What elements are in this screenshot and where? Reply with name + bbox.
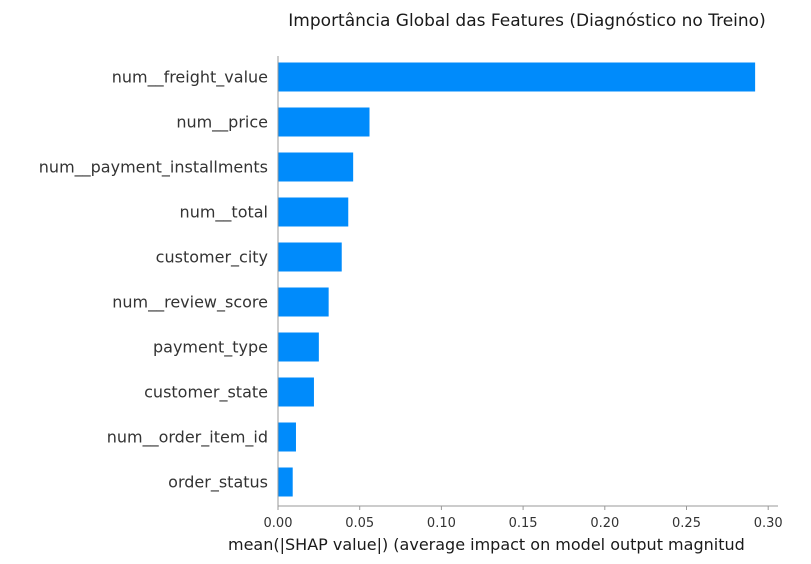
x-tick-label: 0.15 — [509, 516, 538, 531]
bar-num-review-score — [278, 287, 329, 317]
category-label: num__payment_installments — [39, 158, 268, 178]
category-label: order_status — [168, 473, 268, 493]
category-label: num__freight_value — [112, 68, 268, 88]
bar-num-total — [278, 197, 349, 227]
category-label: num__total — [180, 203, 268, 223]
bar-customer-state — [278, 377, 314, 407]
x-ticks: 0.00 0.05 0.10 0.15 0.20 0.25 0.30 — [264, 506, 783, 531]
bar-customer-city — [278, 242, 342, 272]
bar-order-status — [278, 467, 293, 497]
bar-num-price — [278, 107, 370, 137]
category-label: num__review_score — [112, 293, 268, 313]
x-tick-label: 0.05 — [345, 516, 374, 531]
x-tick-label: 0.30 — [754, 516, 783, 531]
category-label: customer_state — [144, 383, 268, 403]
category-label: num__price — [176, 113, 268, 133]
x-tick-label: 0.00 — [264, 516, 293, 531]
x-tick-label: 0.25 — [672, 516, 701, 531]
bar-num-payment-installments — [278, 152, 354, 182]
category-label: customer_city — [156, 248, 268, 268]
x-tick-label: 0.10 — [427, 516, 456, 531]
bars-group — [278, 62, 756, 497]
chart-title: Importância Global das Features (Diagnós… — [288, 11, 765, 31]
bar-num-order-item-id — [278, 422, 296, 452]
category-labels: num__freight_value num__price num__payment… — [39, 68, 268, 493]
category-label: num__order_item_id — [107, 428, 268, 448]
bar-num-freight-value — [278, 62, 756, 92]
x-tick-label: 0.20 — [590, 516, 619, 531]
category-label: payment_type — [153, 338, 268, 358]
x-axis-label: mean(|SHAP value|) (average impact on mo… — [228, 535, 745, 554]
bar-payment-type — [278, 332, 319, 362]
